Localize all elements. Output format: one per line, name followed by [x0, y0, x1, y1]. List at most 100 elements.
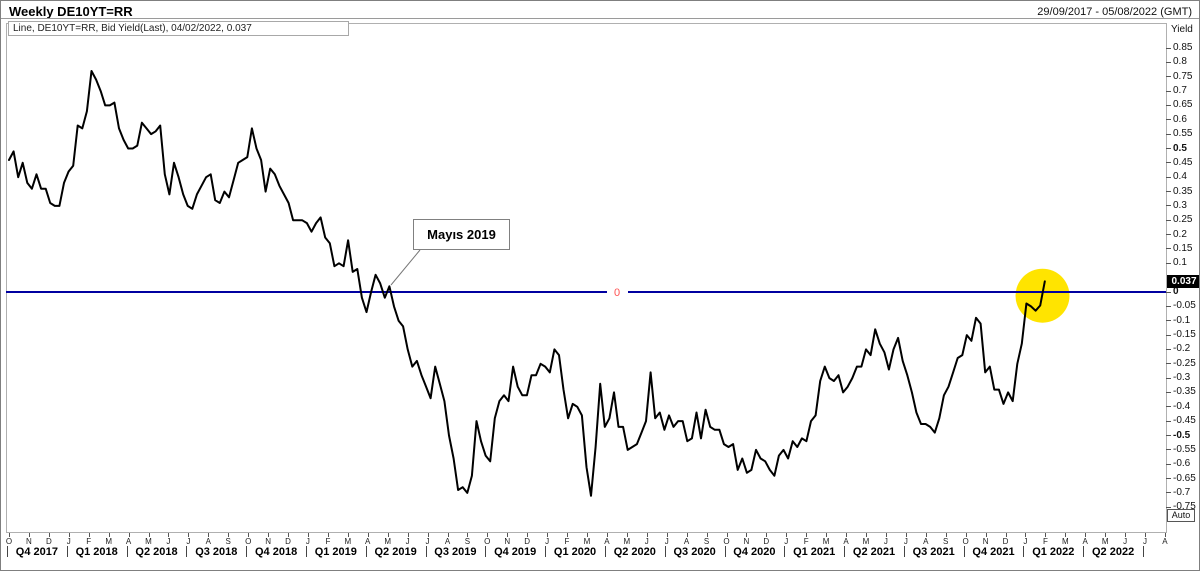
zero-line-label: 0 [614, 287, 620, 299]
x-axis-month-label: A [843, 537, 849, 546]
x-axis-month-tick [626, 533, 628, 537]
x-axis-month-tick [327, 533, 329, 537]
x-axis-month-tick [846, 533, 848, 537]
y-axis-tick-label: 0.55 [1173, 128, 1193, 140]
yield-series-line [8, 70, 1046, 497]
x-axis-quarter-label: Q1 2019 [314, 546, 357, 558]
x-axis-quarter-label: Q3 2021 [912, 546, 955, 558]
y-axis-tick [1166, 191, 1171, 193]
page-title: Weekly DE10YT=RR [9, 4, 133, 19]
x-axis-month-label: O [5, 537, 13, 546]
y-axis-tick [1166, 148, 1171, 149]
x-axis-month-tick [148, 533, 150, 537]
x-axis-month-tick [1005, 533, 1007, 537]
y-axis-tick [1166, 291, 1171, 293]
y-axis-tick-label: -0.45 [1173, 415, 1196, 427]
x-axis-month-tick [646, 533, 648, 537]
x-axis-quarter-separator [365, 546, 367, 557]
auto-scale-button[interactable]: Auto [1167, 509, 1195, 522]
y-axis-tick-label: 0.7 [1173, 85, 1187, 97]
y-axis-tick [1166, 492, 1171, 494]
x-axis-quarter-separator [425, 546, 427, 557]
x-axis-month-label: J [405, 537, 410, 546]
x-axis-quarter-separator [66, 546, 68, 557]
x-axis-month-label: J [1123, 537, 1128, 546]
y-axis-tick-label: 0.85 [1173, 42, 1193, 54]
y-axis-tick-label: 0.5 [1173, 142, 1187, 154]
x-axis-quarter-separator [724, 546, 726, 557]
y-axis-tick [1166, 262, 1171, 264]
x-axis-quarter-label: Q1 2018 [75, 546, 118, 558]
x-axis-month-tick [208, 533, 210, 537]
x-axis-month-label: J [425, 537, 430, 546]
x-axis-month-tick [686, 533, 688, 537]
x-axis-month-tick [68, 533, 70, 537]
x-axis-month-label: F [803, 537, 809, 546]
y-axis-tick-label: -0.1 [1173, 314, 1191, 326]
x-axis-month-label: A [125, 537, 132, 546]
x-axis-month-label: J [903, 537, 908, 546]
y-axis-tick [1166, 305, 1171, 307]
x-axis-month-label: J [664, 537, 669, 546]
y-axis-tick-label: 0.3 [1173, 199, 1187, 211]
x-axis-quarter-separator [1143, 546, 1144, 557]
y-axis-tick-label: -0.2 [1173, 343, 1191, 355]
x-axis-month-tick [746, 533, 748, 537]
x-axis-month-tick [367, 533, 369, 537]
y-axis-tick-label: 0.25 [1173, 214, 1193, 226]
y-axis-tick [1166, 334, 1171, 336]
y-axis-tick-label: 0 [1173, 286, 1179, 297]
x-axis-month-label: F [325, 537, 331, 546]
y-axis-tick [1166, 176, 1171, 178]
y-axis-tick [1166, 449, 1171, 451]
x-axis-month-tick [786, 533, 788, 537]
chart-plot-area[interactable] [6, 23, 1167, 533]
x-axis-quarter-separator [186, 546, 188, 557]
x-axis-quarter-label: Q3 2018 [195, 546, 238, 558]
x-axis-month-label: J [784, 537, 789, 546]
x-axis-month-tick [288, 533, 289, 537]
x-axis-month-tick [188, 533, 190, 537]
y-axis-tick [1166, 90, 1171, 92]
y-axis-tick-label: -0.15 [1173, 329, 1196, 341]
x-axis-month-tick [28, 533, 30, 537]
x-axis-month-label: A [683, 537, 690, 546]
y-axis-tick-label: 0.75 [1173, 70, 1193, 82]
x-axis-month-tick [726, 533, 728, 537]
y-axis-tick [1166, 320, 1171, 322]
series-legend[interactable]: Line, DE10YT=RR, Bid Yield(Last), 04/02/… [8, 21, 349, 36]
x-axis-quarter-separator [126, 546, 128, 557]
x-axis-month-label: M [344, 537, 352, 546]
x-axis-month-tick [1125, 533, 1127, 537]
x-axis-quarter-label: Q4 2019 [494, 546, 537, 558]
x-axis-month-tick [347, 533, 349, 537]
y-axis-tick-label: -0.5 [1173, 429, 1191, 441]
x-axis-month-tick [1164, 533, 1166, 537]
x-axis-month-label: F [564, 537, 570, 546]
x-axis-month-label: S [943, 537, 949, 546]
y-axis-tick [1166, 406, 1171, 408]
x-axis-month-tick [866, 533, 867, 537]
y-axis-tick [1166, 248, 1171, 250]
annotation-callout-mayis-2019[interactable]: Mayıs 2019 [413, 219, 510, 250]
x-axis-month-label: M [862, 537, 870, 546]
x-axis-month-tick [48, 533, 50, 537]
x-axis-quarter-label: Q2 2021 [852, 546, 896, 558]
y-axis-tick-label: -0.25 [1173, 357, 1196, 369]
x-axis-month-label: J [66, 537, 71, 546]
x-axis-month-label: N [26, 537, 32, 546]
x-axis-month-label: O [484, 537, 491, 546]
y-axis-tick [1166, 76, 1171, 78]
x-axis-month-tick [1145, 533, 1146, 537]
x-axis-month-label: M [105, 537, 113, 546]
x-axis-month-label: M [1101, 537, 1109, 546]
x-axis-quarter-label: Q4 2020 [733, 546, 776, 558]
x-axis-month-tick [925, 533, 927, 537]
y-axis-tick-label: -0.55 [1173, 443, 1196, 455]
x-axis-quarter-label: Q1 2020 [553, 546, 597, 558]
x-axis-quarter-separator [485, 546, 487, 557]
x-axis-month-tick [1065, 533, 1067, 537]
y-axis-tick-label: 0.2 [1173, 228, 1187, 240]
